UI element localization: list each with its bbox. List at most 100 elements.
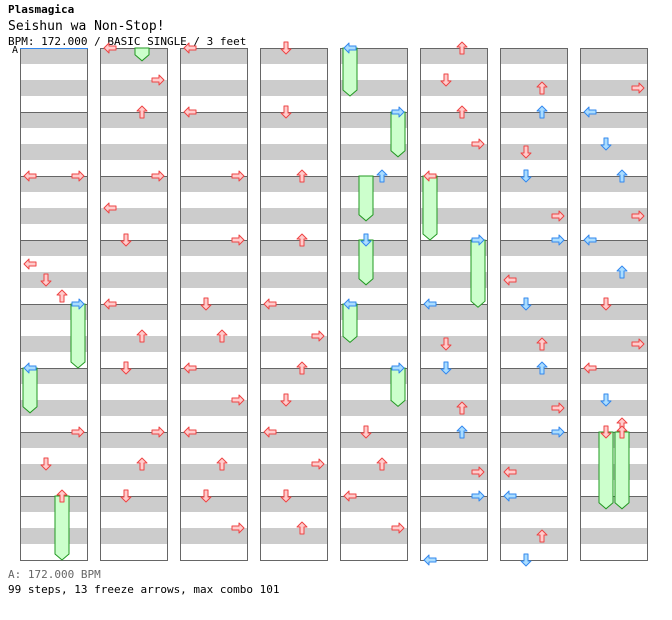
beat-stripe	[100, 496, 168, 512]
beat-stripe	[20, 496, 88, 512]
freeze-arrow-tail	[54, 495, 70, 561]
chart-summary: 99 steps, 13 freeze arrows, max combo 10…	[8, 583, 280, 596]
beat-stripe	[100, 368, 168, 384]
beat-stripe	[20, 112, 88, 128]
beat-stripe	[180, 240, 248, 256]
beat-stripe	[420, 304, 488, 320]
beat-stripe	[260, 496, 328, 512]
beat-stripe	[420, 336, 488, 352]
beat-stripe	[260, 432, 328, 448]
beat-stripe	[100, 144, 168, 160]
beat-stripe	[340, 272, 408, 288]
step-arrow-down	[280, 489, 292, 503]
step-arrow-left	[183, 426, 197, 438]
step-arrow-up	[456, 41, 468, 55]
beat-stripe	[500, 240, 568, 256]
step-arrow-right	[471, 490, 485, 502]
beat-stripe	[500, 496, 568, 512]
beat-stripe	[20, 240, 88, 256]
step-arrow-left	[183, 362, 197, 374]
step-arrow-right	[471, 466, 485, 478]
freeze-arrow-tail	[422, 175, 438, 241]
step-arrow-down	[120, 361, 132, 375]
beat-stripe	[20, 144, 88, 160]
step-arrow-up	[456, 105, 468, 119]
step-arrow-up	[216, 457, 228, 471]
beat-stripe	[260, 176, 328, 192]
freeze-arrow-tail	[358, 175, 374, 222]
step-arrow-right	[631, 82, 645, 94]
step-arrow-left	[503, 274, 517, 286]
beat-stripe	[180, 80, 248, 96]
beat-stripe	[580, 304, 648, 320]
beat-stripe	[180, 432, 248, 448]
step-arrow-up	[456, 425, 468, 439]
step-arrow-down	[520, 553, 532, 567]
step-arrow-left	[183, 106, 197, 118]
step-arrow-right	[71, 298, 85, 310]
beat-stripe	[420, 496, 488, 512]
step-arrow-right	[231, 522, 245, 534]
beat-stripe	[500, 464, 568, 480]
beat-stripe	[100, 400, 168, 416]
step-arrow-right	[551, 426, 565, 438]
step-arrow-left	[103, 202, 117, 214]
step-arrow-up	[216, 329, 228, 343]
step-arrow-up	[296, 169, 308, 183]
step-arrow-up	[136, 329, 148, 343]
step-arrow-down	[200, 297, 212, 311]
step-arrow-down	[40, 457, 52, 471]
step-arrow-right	[311, 458, 325, 470]
step-arrow-down	[600, 425, 612, 439]
step-arrow-down	[200, 489, 212, 503]
beat-stripe	[580, 176, 648, 192]
step-arrow-up	[296, 361, 308, 375]
beat-stripe	[100, 176, 168, 192]
step-arrow-right	[551, 234, 565, 246]
beat-stripe	[180, 144, 248, 160]
beat-stripe	[260, 48, 328, 64]
step-arrow-up	[56, 489, 68, 503]
beat-stripe	[180, 48, 248, 64]
step-arrow-down	[440, 337, 452, 351]
step-arrow-down	[280, 393, 292, 407]
step-arrow-right	[471, 138, 485, 150]
step-arrow-up	[536, 361, 548, 375]
beat-stripe	[20, 272, 88, 288]
step-arrow-left	[103, 42, 117, 54]
beat-stripe	[340, 336, 408, 352]
step-arrow-up	[536, 81, 548, 95]
beat-stripe	[260, 528, 328, 544]
beat-stripe	[580, 368, 648, 384]
beat-stripe	[100, 112, 168, 128]
step-arrow-down	[120, 489, 132, 503]
beat-stripe	[100, 272, 168, 288]
beat-stripe	[420, 144, 488, 160]
step-arrow-right	[551, 210, 565, 222]
step-arrow-up	[536, 529, 548, 543]
beat-stripe	[420, 464, 488, 480]
beat-stripe	[180, 368, 248, 384]
beat-stripe	[580, 464, 648, 480]
beat-stripe	[580, 528, 648, 544]
step-arrow-right	[391, 362, 405, 374]
beat-stripe	[100, 464, 168, 480]
step-arrow-down	[600, 297, 612, 311]
beat-stripe	[340, 432, 408, 448]
beat-stripe	[20, 80, 88, 96]
step-arrow-right	[471, 234, 485, 246]
step-arrow-left	[263, 426, 277, 438]
beat-stripe	[20, 48, 88, 64]
step-arrow-down	[520, 169, 532, 183]
beat-stripe	[340, 176, 408, 192]
step-arrow-up	[136, 457, 148, 471]
step-arrow-down	[280, 41, 292, 55]
beat-stripe	[260, 144, 328, 160]
game-title: Plasmagica	[8, 3, 75, 16]
step-arrow-up	[536, 105, 548, 119]
beat-stripe	[260, 112, 328, 128]
step-arrow-left	[183, 42, 197, 54]
freeze-arrow-tail	[22, 367, 38, 414]
step-arrow-down	[600, 137, 612, 151]
step-arrow-left	[263, 298, 277, 310]
